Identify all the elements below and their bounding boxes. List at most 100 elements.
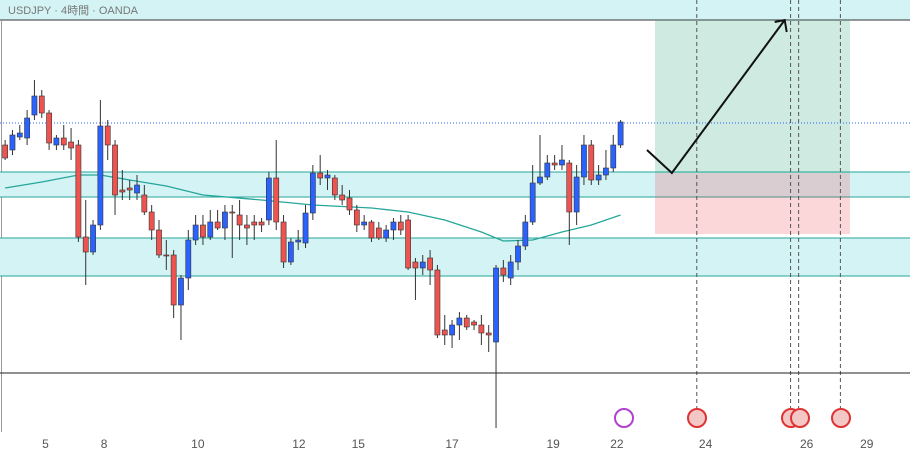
candle-body: [383, 229, 389, 239]
x-tick-label: 19: [547, 437, 561, 451]
candle-body: [361, 221, 368, 226]
x-tick-label: 5: [42, 437, 49, 451]
candle-body: [178, 277, 184, 306]
candle-body: [346, 197, 353, 211]
x-tick-label: 12: [292, 437, 306, 451]
candle-body: [522, 221, 529, 247]
zone: [0, 238, 910, 276]
candle-body: [104, 125, 111, 146]
candle-body: [449, 324, 455, 336]
candle-body: [573, 176, 580, 213]
candle-body: [309, 172, 316, 214]
candle-body: [302, 212, 309, 244]
candle-body: [331, 177, 338, 196]
candle-body: [463, 317, 470, 328]
candle-body: [244, 224, 250, 229]
x-tick-label: 15: [352, 437, 366, 451]
event-icon[interactable]: [831, 408, 851, 428]
candle-body: [222, 211, 228, 229]
x-tick-label: 10: [191, 437, 205, 451]
candle-body: [566, 162, 573, 213]
candle-body: [471, 321, 477, 326]
candle-body: [412, 261, 419, 269]
candle-body: [163, 254, 170, 257]
candle-body: [170, 254, 177, 306]
candle-body: [273, 177, 280, 223]
arrow-head: [774, 18, 788, 33]
candle-body: [141, 194, 148, 213]
candle-body: [456, 317, 463, 326]
event-icon[interactable]: [687, 408, 707, 428]
candle-body: [280, 221, 287, 263]
candle-body: [2, 144, 8, 159]
x-tick-label: 24: [699, 437, 713, 451]
candle-body: [441, 329, 448, 336]
candle-body: [126, 187, 133, 191]
candle-body: [90, 224, 96, 253]
candle-body: [156, 229, 162, 256]
candle-body: [544, 162, 551, 178]
candle-body: [185, 239, 192, 279]
chart-title: USDJPY · 4時間 · OANDA: [8, 4, 139, 17]
candle-body: [192, 224, 199, 241]
candle-body: [229, 211, 236, 214]
candle-body: [288, 241, 294, 263]
candle-body: [405, 219, 411, 269]
candle-body: [207, 221, 214, 238]
candle-body: [375, 227, 382, 239]
candle-body: [68, 141, 74, 149]
zone: [0, 172, 910, 197]
candle-body: [295, 239, 302, 243]
candle-body: [353, 209, 360, 226]
plot: [0, 0, 910, 428]
candle-body: [500, 267, 507, 276]
candle-body: [200, 224, 206, 238]
x-tick-label: 8: [101, 437, 108, 451]
candle-body: [434, 269, 441, 336]
candle-body: [46, 112, 52, 144]
candle-body: [485, 332, 492, 336]
candle-body: [603, 167, 609, 176]
candle-body: [75, 144, 82, 238]
candle-body: [397, 221, 404, 231]
candle-body: [251, 221, 258, 226]
event-icon[interactable]: [614, 408, 634, 428]
candle-body: [595, 174, 602, 181]
target-box: [655, 20, 850, 173]
candle-body: [617, 121, 624, 146]
x-tick-label: 17: [445, 437, 459, 451]
candle-body: [339, 194, 346, 201]
candle-body: [16, 132, 23, 138]
moving-average: [5, 174, 621, 242]
candle-body: [390, 221, 397, 231]
candle-body: [419, 261, 426, 269]
candle-body: [529, 182, 536, 223]
candle-body: [493, 267, 499, 343]
candle-body: [427, 257, 433, 271]
candle-body: [112, 144, 118, 196]
candle-body: [368, 221, 375, 239]
candle-body: [610, 144, 617, 169]
x-tick-label: 29: [860, 437, 874, 451]
candle-body: [588, 144, 595, 181]
candle-body: [317, 172, 324, 179]
stop-box: [655, 173, 850, 234]
candle-body: [214, 221, 221, 229]
candle-body: [507, 261, 514, 279]
x-tick-label: 22: [610, 437, 624, 451]
event-icon[interactable]: [790, 408, 810, 428]
candle-body: [551, 162, 558, 166]
header-band: [0, 0, 910, 20]
candle-body: [53, 137, 60, 146]
candle-body: [82, 236, 89, 253]
x-tick-label: 26: [800, 437, 814, 451]
candle-body: [134, 184, 140, 194]
candle-body: [24, 117, 30, 139]
candle-body: [119, 189, 126, 193]
candle-body: [258, 221, 265, 226]
candle-body: [581, 144, 587, 178]
candle-body: [9, 134, 16, 151]
candle-body: [515, 245, 521, 263]
candle-body: [324, 174, 331, 179]
candle-body: [537, 176, 543, 184]
